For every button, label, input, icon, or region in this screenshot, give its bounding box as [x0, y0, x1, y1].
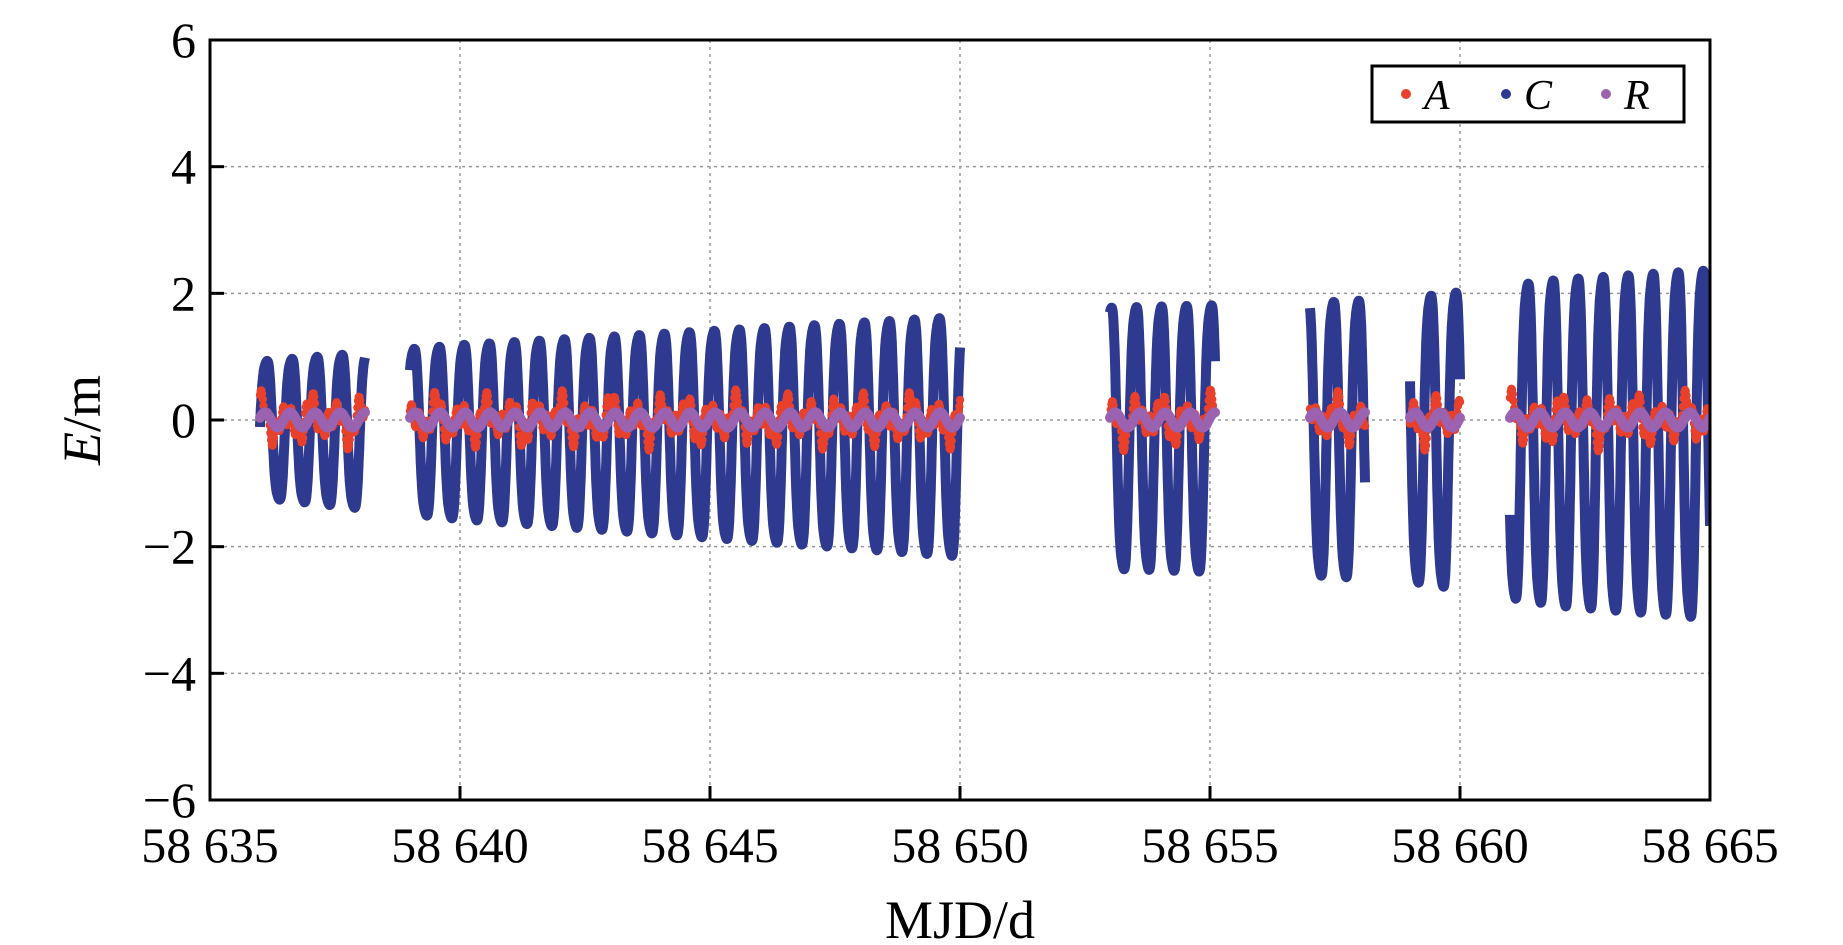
series-A-point: [1596, 435, 1605, 444]
series-A-point: [1595, 441, 1604, 450]
series-A-point: [1121, 437, 1130, 447]
series-A-point: [559, 391, 568, 401]
series-A-point: [298, 433, 308, 442]
series-layer: [255, 265, 1710, 622]
legend-label-C: C: [1524, 73, 1553, 119]
series-A-point: [310, 392, 319, 402]
legend-marker-R: [1601, 89, 1611, 99]
series-A-point: [1422, 434, 1431, 443]
series-C-trace: [1505, 265, 1710, 622]
series-A-point: [473, 431, 482, 440]
series-A-point: [1636, 397, 1645, 407]
series-A-point: [871, 436, 881, 445]
y-axis-title-symbol: E: [52, 432, 112, 466]
legend-label-R: R: [1623, 73, 1650, 119]
series-A-point: [310, 399, 320, 408]
series-A-point: [733, 397, 742, 406]
series-C-trace: [1405, 287, 1465, 592]
series-A-point: [611, 397, 620, 406]
y-axis-title: E/m: [52, 375, 112, 466]
x-tick-label: 58 665: [1641, 817, 1779, 873]
series-A-point: [1173, 431, 1182, 441]
series-A-point: [570, 438, 579, 448]
y-tick-label: 2: [171, 265, 196, 321]
series-A-point: [657, 394, 666, 403]
series-A-point: [1432, 394, 1442, 403]
y-axis-title-unit: /m: [52, 375, 112, 432]
series-A-point: [860, 396, 870, 406]
series-A-point: [1208, 395, 1217, 404]
series-A-point: [1560, 396, 1570, 406]
series-A-point: [484, 398, 493, 407]
y-tick-label: 4: [171, 139, 196, 195]
series-A-point: [646, 433, 656, 443]
series-A-point: [1161, 397, 1170, 406]
x-tick-label: 58 660: [1391, 817, 1529, 873]
series-A-point: [646, 440, 655, 449]
series-R-point: [1360, 407, 1370, 418]
legend-marker-C: [1501, 89, 1511, 99]
series-A-point: [472, 438, 481, 447]
y-tick-label: 6: [171, 12, 196, 68]
x-tick-label: 58 650: [891, 817, 1029, 873]
legend-label-A: A: [1421, 73, 1450, 119]
y-tick-label: −2: [143, 519, 196, 575]
series-C-trace: [405, 313, 965, 561]
x-tick-label: 58 645: [641, 817, 779, 873]
series-A-point: [1455, 397, 1465, 406]
series-A-point: [947, 436, 956, 445]
series-A-point: [1132, 399, 1141, 408]
plot-area: [255, 265, 1710, 622]
x-axis-title: MJD/d: [885, 890, 1035, 945]
series-A-point: [560, 398, 569, 408]
series-A-point: [1433, 400, 1443, 409]
series-A-point: [1346, 431, 1356, 440]
series-A-point: [1360, 421, 1370, 431]
y-tick-label: −4: [143, 645, 196, 701]
series-A-point: [698, 435, 707, 445]
series-A-point: [785, 395, 794, 404]
series-C-trace: [1305, 295, 1370, 583]
series-A-point: [1346, 437, 1355, 446]
x-tick-label: 58 640: [391, 817, 529, 873]
series-A-point: [571, 432, 580, 441]
series-R: [255, 407, 1710, 433]
series-A-point: [524, 432, 533, 441]
series-A-point: [1508, 389, 1518, 399]
series-R-point: [360, 407, 370, 418]
series-A-point: [773, 432, 783, 442]
series-A-point: [955, 402, 964, 411]
series-A-point: [1335, 392, 1344, 401]
series-A-point: [1421, 441, 1431, 450]
x-tick-label: 58 655: [1141, 817, 1279, 873]
series-A-point: [483, 391, 492, 401]
series-A-point: [1335, 399, 1345, 409]
series-R-point: [1455, 412, 1465, 423]
series-A-point: [955, 395, 965, 405]
series-A-point: [1121, 431, 1131, 440]
y-tick-label: 0: [171, 392, 196, 448]
series-A-point: [1647, 435, 1656, 444]
y-tick-label: −6: [143, 772, 196, 828]
series-C-trace: [1105, 300, 1220, 577]
series-A-point: [1509, 396, 1518, 406]
series-A-point: [657, 400, 667, 410]
series-A-point: [1549, 431, 1559, 440]
legend-marker-A: [1401, 89, 1411, 99]
series-R-point: [1210, 407, 1220, 418]
series-A-point: [732, 391, 742, 400]
series-R-point: [955, 412, 965, 423]
series-C: [255, 265, 1710, 622]
series-A-point: [269, 433, 279, 442]
series-A-point: [258, 395, 267, 404]
